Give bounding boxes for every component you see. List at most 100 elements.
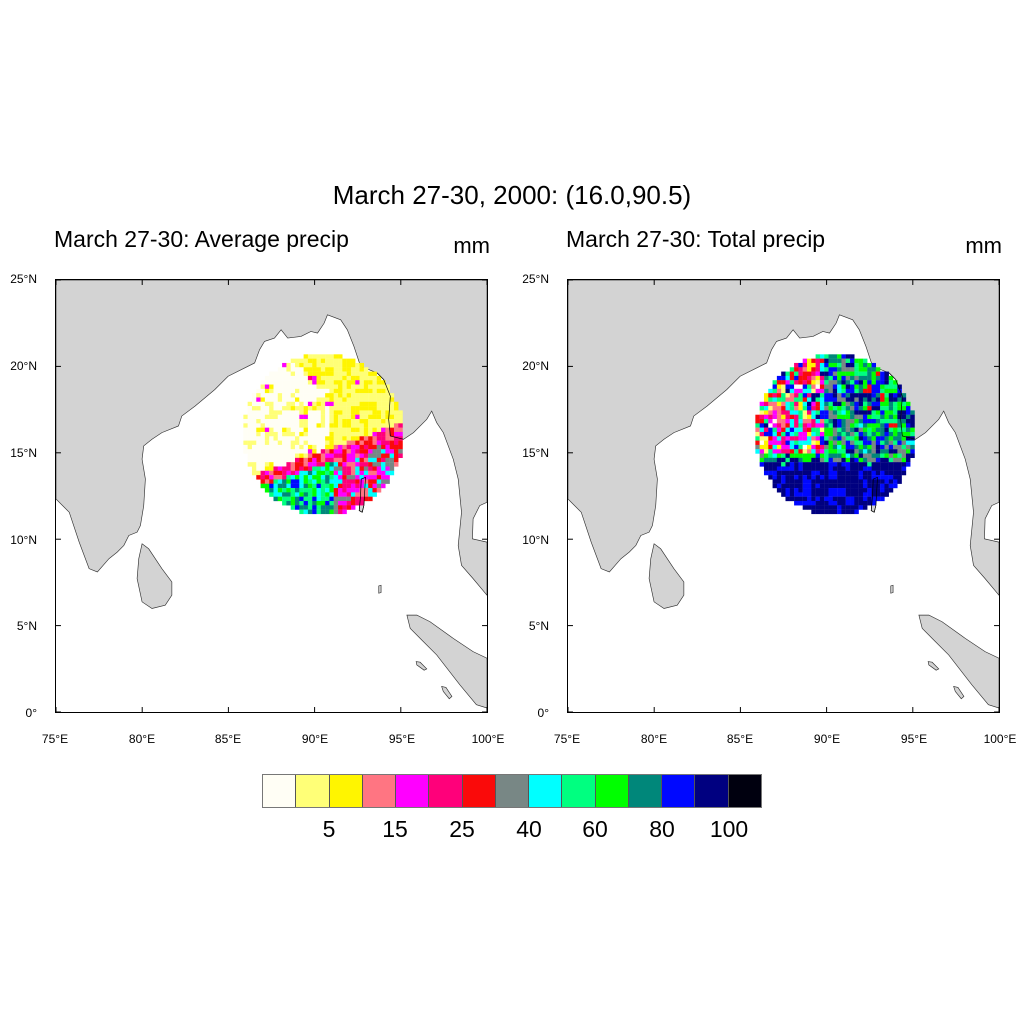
precip-cell <box>832 401 838 407</box>
precip-cell <box>295 410 300 415</box>
precip-cell <box>260 414 266 420</box>
precip-cell <box>893 470 898 476</box>
precip-cell <box>828 401 833 407</box>
precip-cell <box>880 414 885 420</box>
precip-cell <box>841 444 846 450</box>
precip-cell <box>832 509 838 515</box>
precip-cell <box>837 492 842 497</box>
precip-cell <box>286 436 291 441</box>
precip-cell <box>290 423 296 428</box>
precip-cell <box>802 401 808 407</box>
precip-cell <box>755 431 760 437</box>
precip-cell <box>819 354 825 359</box>
precip-cell <box>338 505 343 510</box>
precip-cell <box>819 457 825 463</box>
precip-cell <box>329 483 334 489</box>
precip-cell <box>867 384 872 389</box>
precip-cell <box>905 444 911 450</box>
precip-cell <box>768 453 773 459</box>
precip-cell <box>850 500 855 506</box>
precip-cell <box>794 427 799 433</box>
precip-cell <box>871 492 877 497</box>
precip-cell <box>781 431 786 437</box>
precip-cell <box>320 375 326 381</box>
precip-cell <box>901 419 907 424</box>
precip-cell <box>828 431 833 437</box>
precip-cell <box>312 419 317 424</box>
precip-cell <box>312 475 317 480</box>
precip-cell <box>854 466 859 471</box>
precip-cell <box>389 449 395 454</box>
precip-cell <box>286 423 291 428</box>
precip-cell <box>325 449 330 454</box>
precip-cell <box>807 440 812 446</box>
precip-cell <box>389 457 395 463</box>
precip-cell <box>256 410 261 415</box>
precip-cell <box>290 496 296 502</box>
precip-cell <box>312 449 317 454</box>
precip-cell <box>798 436 803 441</box>
precip-cell <box>372 393 377 398</box>
precip-cell <box>828 466 833 471</box>
precip-cell <box>828 505 833 510</box>
precip-cell <box>363 384 369 389</box>
precip-cell <box>871 475 877 480</box>
precip-cell <box>346 431 352 437</box>
precip-cell <box>333 449 339 454</box>
precip-cell <box>282 419 287 424</box>
precip-cell <box>376 410 382 415</box>
precip-cell <box>772 453 778 459</box>
precip-cell <box>897 462 902 467</box>
precip-cell <box>316 375 321 381</box>
precip-cell <box>325 410 330 415</box>
precip-cell <box>807 406 812 411</box>
precip-cell <box>841 436 846 441</box>
precip-cell <box>260 475 266 480</box>
precip-cell <box>867 496 872 502</box>
precip-cell <box>880 457 885 463</box>
precip-cell <box>333 384 339 389</box>
precip-cell <box>871 419 877 424</box>
precip-cell <box>376 393 382 398</box>
precip-cell <box>798 488 803 493</box>
precip-cell <box>841 419 846 424</box>
precip-cell <box>875 419 881 424</box>
precip-cell <box>845 427 851 433</box>
precip-cell <box>312 453 317 459</box>
precip-cell <box>320 384 326 389</box>
precip-cell <box>781 492 786 497</box>
precip-cell <box>264 384 270 389</box>
precip-cell <box>325 371 330 377</box>
precip-cell <box>299 375 304 381</box>
precip-cell <box>798 500 803 506</box>
precip-cell <box>858 414 864 420</box>
precip-cell <box>256 453 261 459</box>
precip-cell <box>273 479 278 484</box>
precip-cell <box>393 414 399 420</box>
precip-cell <box>273 457 278 463</box>
precip-cell <box>862 483 868 489</box>
precip-cell <box>256 431 261 437</box>
precip-cell <box>320 414 326 420</box>
precip-cell <box>794 457 799 463</box>
precip-cell <box>346 500 352 506</box>
precip-cell <box>256 462 261 467</box>
precip-cell <box>359 488 365 493</box>
precip-cell <box>256 449 261 454</box>
precip-cell <box>772 436 778 441</box>
precip-cell <box>905 414 911 420</box>
left-map-svg <box>56 280 487 712</box>
precip-cell <box>325 397 330 402</box>
precip-cell <box>277 431 283 437</box>
precip-cell <box>880 479 885 484</box>
precip-cell <box>260 436 266 441</box>
precip-cell <box>897 470 902 476</box>
precip-cell <box>372 436 377 441</box>
precip-cell <box>381 453 386 459</box>
precip-cell <box>901 453 907 459</box>
precip-cell <box>247 449 253 454</box>
precip-cell <box>802 449 808 454</box>
precip-cell <box>329 397 334 402</box>
precip-cell <box>303 444 309 450</box>
precip-cell <box>871 380 877 385</box>
